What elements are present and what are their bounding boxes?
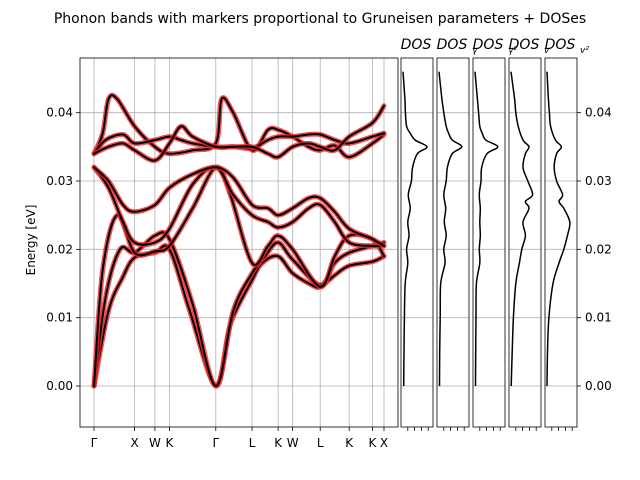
dos-panel-subscript: γ² [508,46,517,56]
right-y-tick-label: 0.04 [585,106,612,120]
dos-curve [402,71,428,387]
right-y-tick-label: 0.03 [585,174,612,188]
dos-curve [546,71,571,387]
dos-panel-frame [400,57,434,428]
gruneisen-marker-band [91,243,387,389]
x-tick-label: L [249,436,256,450]
phonon-band-line [93,166,385,248]
x-tick-label: Γ [91,436,98,450]
dos-panel: DOS v [508,37,550,431]
dos-panel: DOS γ [436,37,478,431]
phonon-band-line [93,244,385,388]
x-tick-label: Γ [212,436,219,450]
dos-panel-frame [544,57,578,428]
chart-title: Phonon bands with markers proportional t… [54,11,586,27]
dos-curve [474,71,499,387]
dos-curve [510,71,534,387]
x-tick-label: X [130,436,138,450]
dos-panel-subscript: v² [580,46,589,56]
dos-panel-subscript: v [544,46,550,56]
x-tick-label: L [317,436,324,450]
dos-panel-title: DOS [401,37,432,53]
x-tick-label: W [287,436,299,450]
y-tick-label: 0.01 [46,311,73,325]
x-tick-label: X [380,436,388,450]
band-structure-plot: 0.000.010.020.030.04Γ X W K Γ L K W L K K X [46,57,399,450]
dos-panel-subscript: γ [472,46,478,56]
dos-panel-title: DOS [437,37,468,53]
dos-panel-frame [472,57,506,428]
x-tick-label: K [368,436,377,450]
y-tick-label: 0.04 [46,106,73,120]
x-tick-label: K [274,436,283,450]
x-tick-label: W [149,436,161,450]
phonon-band-line [93,166,385,247]
right-y-tick-label: 0.02 [585,242,612,256]
dos-panel-title: DOS [545,37,576,53]
dos-panel: DOS v² [544,37,589,431]
dos-panel-title: DOS [473,37,504,53]
dos-panel: DOS γ² [472,37,517,431]
x-tick-label: K [165,436,174,450]
right-y-tick-label: 0.00 [585,379,612,393]
y-tick-label: 0.02 [46,242,73,256]
dos-panel: DOS [400,37,434,431]
dos-curve [438,71,463,387]
dos-panel-frame [508,57,542,428]
main-plot-frame [79,57,399,428]
y-tick-label: 0.03 [46,174,73,188]
x-tick-label: K [345,436,354,450]
dos-panel-frame [436,57,470,428]
right-y-tick-label: 0.01 [585,311,612,325]
phonon-band-line [93,104,385,162]
gruneisen-marker-band [91,164,387,249]
phonon-band-line [93,94,385,159]
dos-panel-title: DOS [509,37,540,53]
y-axis-label: Energy [eV] [24,205,38,276]
y-tick-label: 0.00 [46,379,73,393]
